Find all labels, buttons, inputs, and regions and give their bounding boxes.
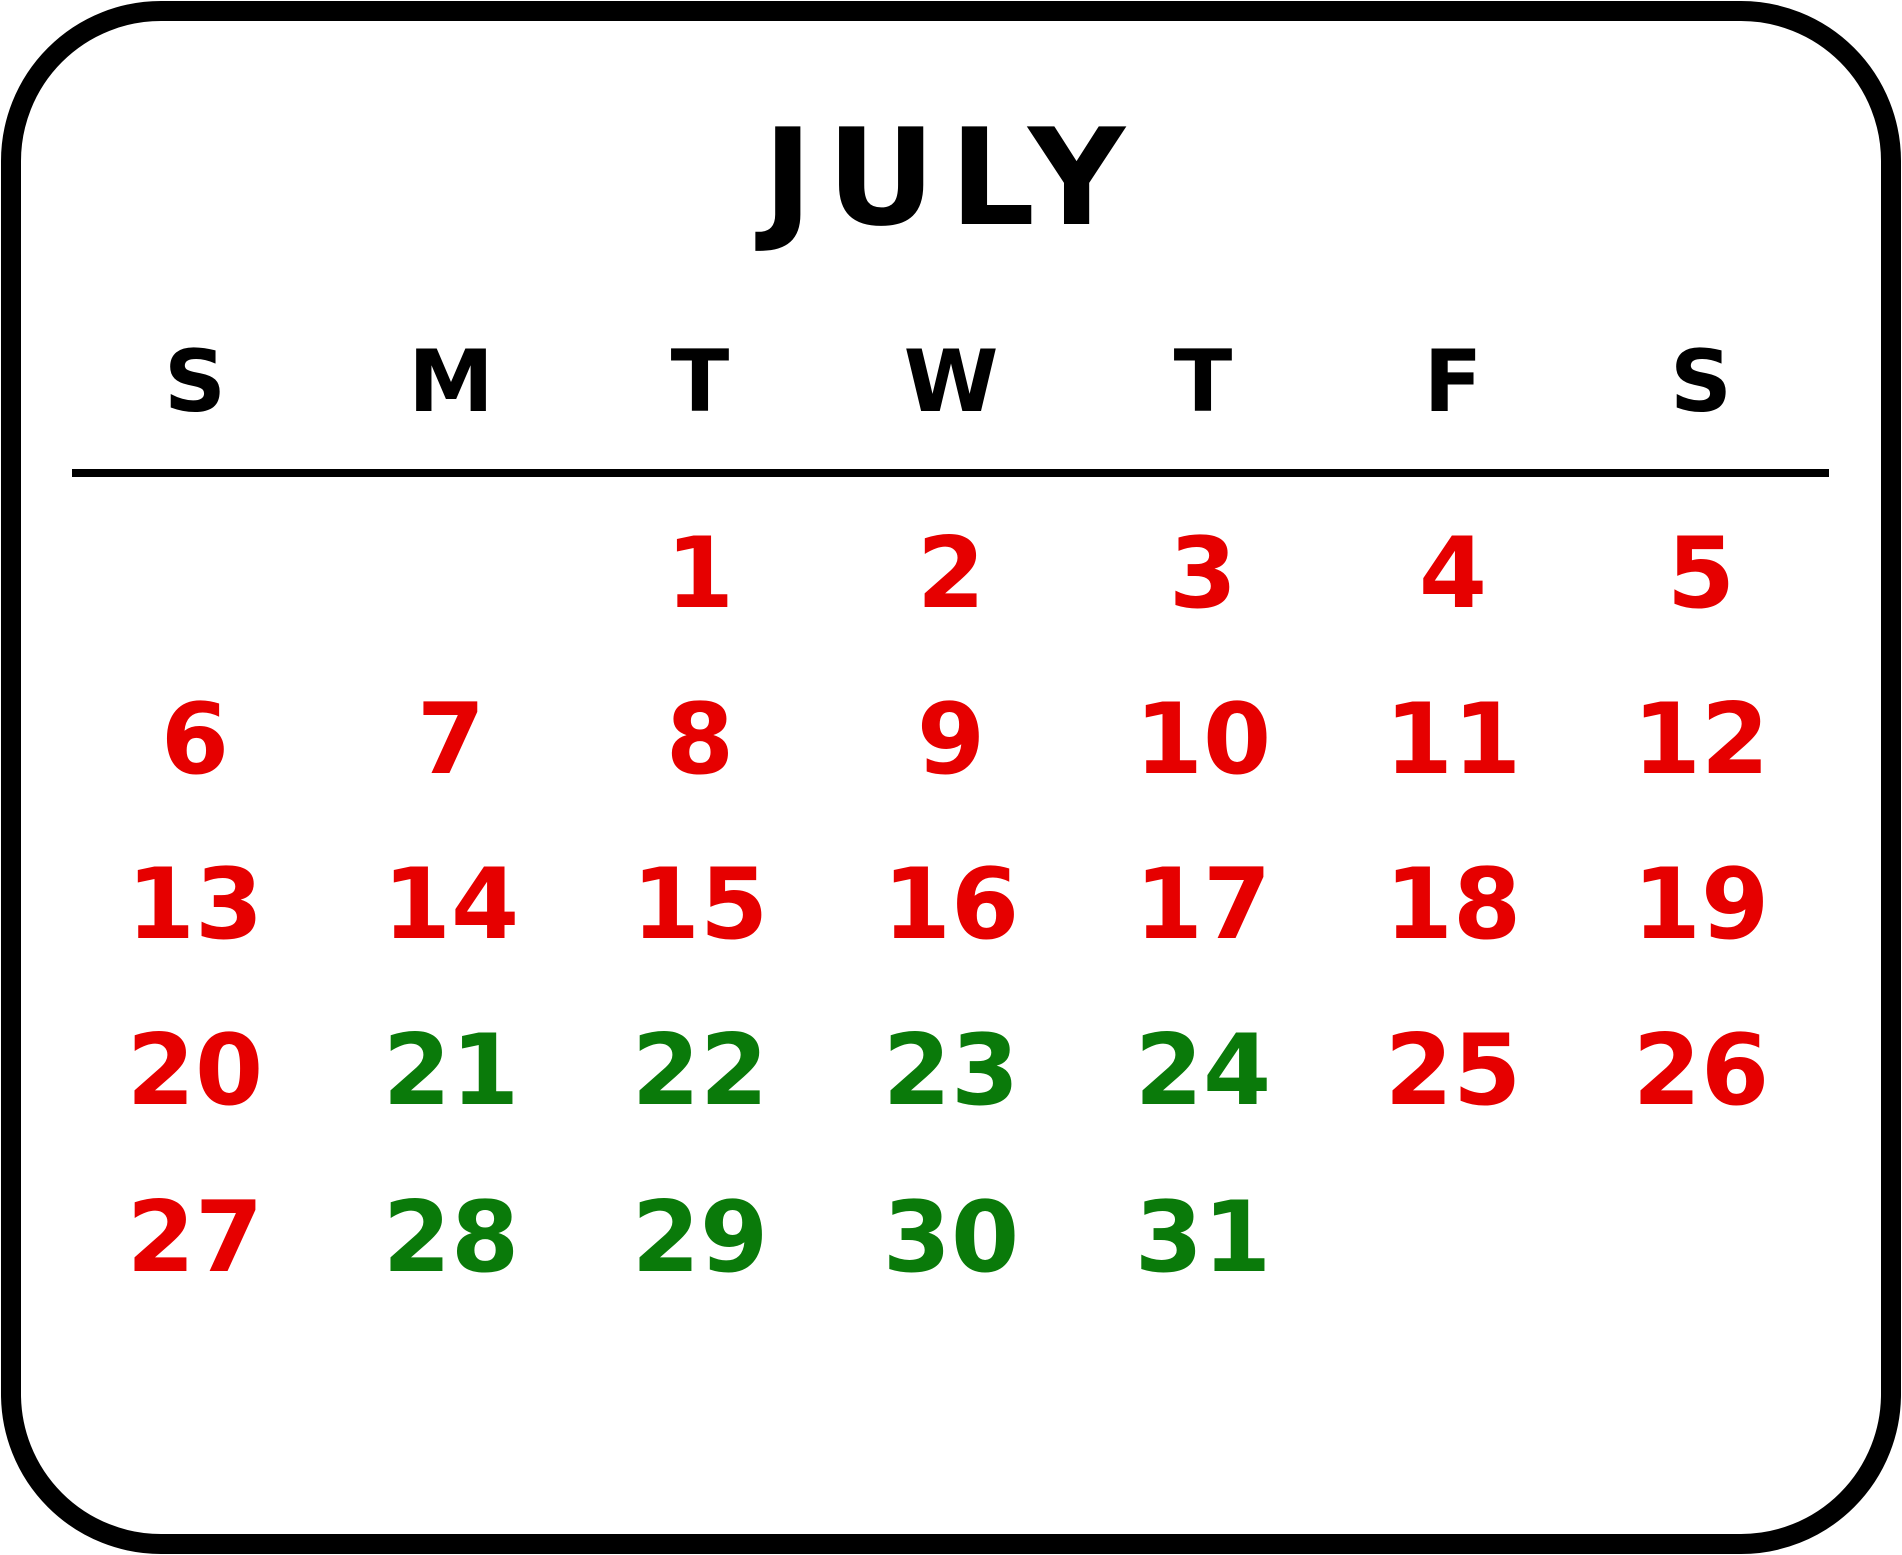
weekday-label: T: [1174, 332, 1233, 432]
day-number: 13: [127, 848, 263, 962]
day-number: 26: [1633, 1014, 1769, 1128]
day-number: 31: [1135, 1181, 1271, 1295]
month-title: JULY: [755, 100, 1139, 256]
day-number: 20: [127, 1014, 263, 1128]
day-number: 28: [383, 1181, 519, 1295]
day-number: 24: [1135, 1014, 1271, 1128]
day-number: 25: [1385, 1014, 1521, 1128]
day-number: 23: [883, 1014, 1019, 1128]
day-number: 15: [632, 848, 768, 962]
day-number: 1: [666, 517, 734, 631]
day-number: 2: [917, 517, 985, 631]
day-number: 21: [383, 1014, 519, 1128]
day-number: 30: [883, 1181, 1019, 1295]
day-number: 17: [1135, 848, 1271, 962]
day-number: 19: [1633, 848, 1769, 962]
day-number: 27: [127, 1181, 263, 1295]
day-number: 29: [632, 1181, 768, 1295]
weekday-label: F: [1424, 332, 1483, 432]
day-number: 11: [1385, 683, 1521, 797]
weekday-label: W: [904, 332, 999, 432]
day-number: 16: [883, 848, 1019, 962]
day-number: 3: [1169, 517, 1237, 631]
weekday-label: T: [671, 332, 730, 432]
day-number: 6: [161, 683, 229, 797]
day-number: 10: [1135, 683, 1271, 797]
day-number: 12: [1633, 683, 1769, 797]
day-number: 9: [917, 683, 985, 797]
day-number: 14: [383, 848, 519, 962]
day-number: 7: [417, 683, 485, 797]
weekday-label: S: [1670, 332, 1732, 432]
day-number: 4: [1419, 517, 1487, 631]
day-number: 22: [632, 1014, 768, 1128]
weekday-label: M: [408, 332, 494, 432]
day-number: 18: [1385, 848, 1521, 962]
day-number: 5: [1667, 517, 1735, 631]
weekday-label: S: [164, 332, 226, 432]
day-number: 8: [666, 683, 734, 797]
